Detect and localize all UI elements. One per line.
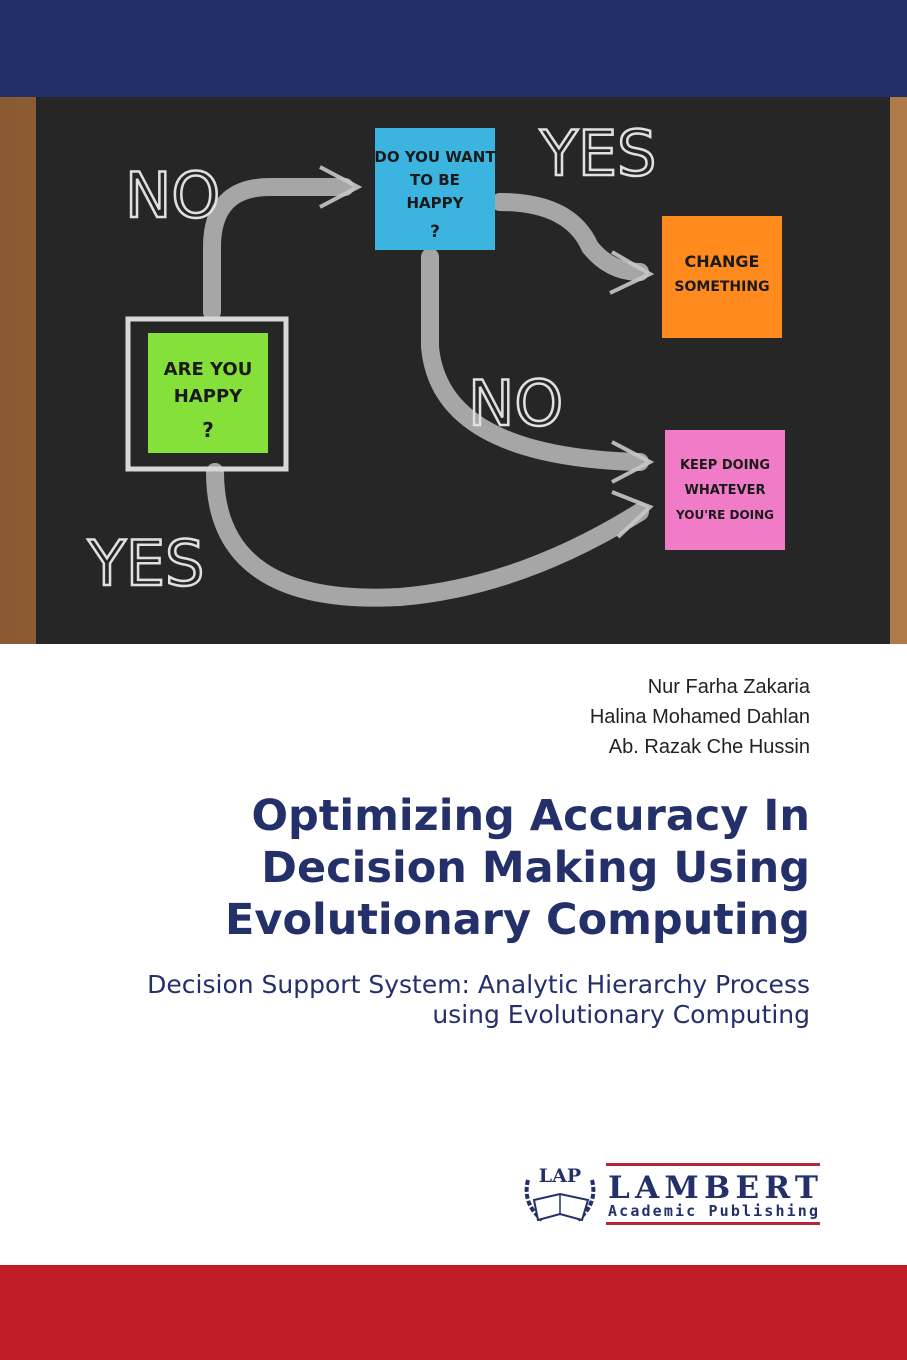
svg-text:DO YOU WANT: DO YOU WANT	[374, 148, 496, 166]
sticky-note-are-you-happy: ARE YOU HAPPY ?	[148, 333, 268, 453]
top-color-band	[0, 0, 907, 97]
svg-text:NO: NO	[125, 159, 220, 232]
author-name: Ab. Razak Che Hussin	[608, 736, 810, 758]
svg-text:ARE YOU: ARE YOU	[164, 359, 253, 380]
svg-text:?: ?	[202, 418, 214, 442]
title-line: Optimizing Accuracy In	[251, 791, 811, 841]
subtitle-line: using Evolutionary Computing	[432, 1000, 810, 1029]
publisher-logo: LAP LAMBERT Academic Publishing	[524, 1163, 820, 1225]
svg-text:TO BE: TO BE	[410, 171, 460, 189]
sticky-note-keep-doing: KEEP DOING WHATEVER YOU'RE DOING	[665, 430, 785, 550]
svg-text:YOU'RE DOING: YOU'RE DOING	[675, 508, 774, 522]
chalk-arrows	[203, 178, 649, 607]
svg-text:YES: YES	[539, 117, 656, 190]
svg-text:NO: NO	[468, 367, 563, 440]
author-name: Halina Mohamed Dahlan	[589, 706, 810, 728]
publisher-name: LAMBERT	[608, 1170, 818, 1206]
subtitle-line: Decision Support System: Analytic Hierar…	[147, 970, 810, 999]
chalkboard-flowchart-image: NO YES NO YES DO YOU WANT TO BE HAPPY ? …	[0, 97, 907, 644]
author-list: Nur Farha Zakaria Halina Mohamed Dahlan …	[590, 672, 810, 762]
title-line: Decision Making Using	[261, 843, 810, 893]
publisher-tagline: Academic Publishing	[608, 1202, 818, 1220]
svg-text:?: ?	[430, 222, 440, 242]
svg-text:LAP: LAP	[539, 1165, 581, 1187]
lap-emblem-icon: LAP	[524, 1165, 596, 1222]
author-name: Nur Farha Zakaria	[647, 676, 810, 698]
svg-text:WHATEVER: WHATEVER	[685, 483, 766, 498]
svg-text:YES: YES	[87, 527, 204, 600]
svg-text:HAPPY: HAPPY	[406, 194, 464, 212]
chalk-words: NO YES NO YES	[86, 116, 658, 602]
sticky-note-do-you-want: DO YOU WANT TO BE HAPPY ?	[374, 128, 496, 250]
chalk-box	[125, 316, 289, 472]
svg-text:CHANGE: CHANGE	[685, 252, 760, 271]
title-line: Evolutionary Computing	[225, 895, 810, 945]
svg-text:HAPPY: HAPPY	[174, 386, 243, 407]
bottom-color-band	[0, 1265, 907, 1360]
svg-text:SOMETHING: SOMETHING	[674, 279, 769, 295]
sticky-note-change-something: CHANGE SOMETHING	[662, 216, 782, 338]
book-subtitle: Decision Support System: Analytic Hierar…	[10, 970, 810, 1030]
book-title: Optimizing Accuracy In Decision Making U…	[50, 790, 810, 946]
svg-text:KEEP DOING: KEEP DOING	[680, 458, 770, 473]
